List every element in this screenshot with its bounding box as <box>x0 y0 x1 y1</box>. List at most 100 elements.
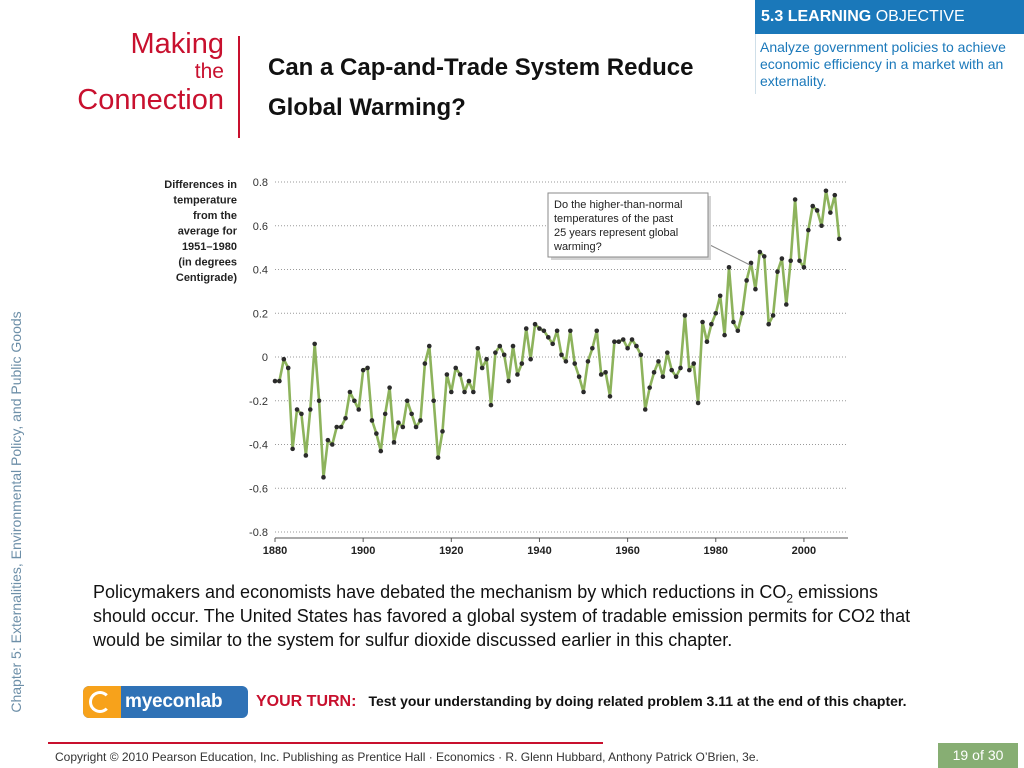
myeconlab-logo[interactable]: myeconlab <box>83 686 248 718</box>
chart-annotation: Do the higher-than-normal temperatures of… <box>547 192 753 267</box>
data-point <box>563 359 569 364</box>
data-point <box>506 378 511 384</box>
your-turn-text: Test your understanding by doing related… <box>368 693 907 709</box>
data-point <box>691 361 697 366</box>
data-point <box>709 321 714 327</box>
data-point <box>449 389 454 395</box>
data-point <box>819 223 824 229</box>
data-point <box>541 328 547 334</box>
data-point <box>501 352 507 358</box>
data-point <box>625 345 630 351</box>
data-point <box>642 407 648 412</box>
data-point <box>285 365 291 371</box>
data-point <box>629 337 635 342</box>
data-point <box>664 350 670 355</box>
data-point <box>590 345 595 351</box>
page-number-badge: 19 of 30 <box>938 743 1018 768</box>
data-point <box>722 332 727 338</box>
chart-y-ticks: 0.8 0.6 0.4 0.2 0 -0.2 -0.4 -0.6 -0.8 <box>249 177 268 539</box>
data-point <box>330 442 335 447</box>
x-tick-label: 1920 <box>439 545 463 557</box>
data-point <box>766 321 771 327</box>
data-point <box>523 326 529 331</box>
y-tick-label: 0.4 <box>253 265 268 277</box>
data-point <box>598 372 604 377</box>
data-point <box>413 424 419 430</box>
feature-divider <box>238 36 240 138</box>
ylabel-line: temperature <box>173 195 237 207</box>
feature-word-connection: Connection <box>77 84 224 116</box>
data-point <box>783 302 789 307</box>
data-point <box>717 293 723 299</box>
x-tick-label: 1880 <box>263 545 287 557</box>
ylabel-line: from the <box>193 210 237 222</box>
data-point <box>735 328 741 334</box>
x-tick-label: 1980 <box>704 545 728 557</box>
data-point <box>810 203 816 209</box>
data-point <box>687 367 692 373</box>
data-point <box>823 188 829 194</box>
data-point <box>387 385 392 390</box>
data-point <box>396 420 401 425</box>
page-of: of <box>972 747 984 763</box>
data-point <box>545 335 551 340</box>
annotation-box <box>547 192 709 258</box>
data-point <box>713 310 719 316</box>
data-point <box>647 385 652 390</box>
data-point <box>620 337 626 342</box>
data-point <box>369 418 375 423</box>
chart-x-ticks: 1880 1900 1920 1940 1960 1980 2000 <box>263 537 848 557</box>
ylabel-line: average for <box>178 226 238 238</box>
data-point <box>801 265 807 270</box>
learning-objective-label-rest: OBJECTIVE <box>875 8 965 25</box>
data-point <box>347 389 353 395</box>
body-paragraph: Policymakers and economists have debated… <box>93 580 923 652</box>
y-tick-label: 0.2 <box>253 308 268 320</box>
data-point <box>299 411 304 417</box>
data-point <box>797 258 802 264</box>
data-point <box>792 197 798 202</box>
data-point <box>453 365 459 371</box>
copyright-text: Copyright © 2010 Pearson Education, Inc.… <box>55 750 759 764</box>
data-point <box>704 339 710 344</box>
data-point <box>678 365 683 371</box>
body-text-start: Policymakers and economists have debated… <box>93 582 787 602</box>
data-point <box>788 258 793 264</box>
data-point <box>634 343 639 349</box>
data-point <box>479 365 485 371</box>
data-point <box>404 398 410 404</box>
data-point <box>391 440 397 445</box>
body-text-rest: emissions should occur. The United State… <box>93 582 911 650</box>
data-point <box>343 415 348 421</box>
data-point <box>673 374 679 379</box>
data-point <box>836 236 842 242</box>
data-point <box>321 475 326 480</box>
data-point <box>638 352 644 358</box>
temperature-chart: Differences in temperature from the average… <box>164 177 848 557</box>
x-tick-label: 1900 <box>351 545 375 557</box>
myeconlab-logo-text: myeconlab <box>125 691 223 712</box>
learning-objective-header: 5.3 LEARNING OBJECTIVE <box>755 0 1024 34</box>
x-tick-label: 1940 <box>527 545 551 557</box>
y-tick-label: -0.8 <box>249 527 268 539</box>
y-tick-label: -0.2 <box>249 396 268 408</box>
ylabel-line: (in degrees <box>178 257 237 269</box>
learning-objective-box: 5.3 LEARNING OBJECTIVE Analyze governmen… <box>755 0 1024 100</box>
data-point <box>444 372 450 377</box>
learning-objective-label-bold: 5.3 LEARNING <box>761 8 872 25</box>
data-point <box>757 249 763 255</box>
annotation-text: temperatures of the past <box>554 213 673 225</box>
page-current: 19 <box>952 747 969 763</box>
data-point <box>656 359 661 364</box>
x-tick-label: 1960 <box>615 545 639 557</box>
chart-ylabel: Differences in temperature from the average… <box>164 179 237 284</box>
learning-objective-text: Analyze government policies to achieve e… <box>755 34 1024 94</box>
data-point <box>607 394 613 399</box>
ylabel-line: Centigrade) <box>176 272 237 284</box>
data-point <box>581 389 586 395</box>
feature-word-making: Making <box>130 28 225 60</box>
data-point <box>700 319 705 325</box>
data-point <box>537 326 542 331</box>
annotation-text: warming? <box>553 241 602 253</box>
ylabel-line: Differences in <box>164 179 237 191</box>
